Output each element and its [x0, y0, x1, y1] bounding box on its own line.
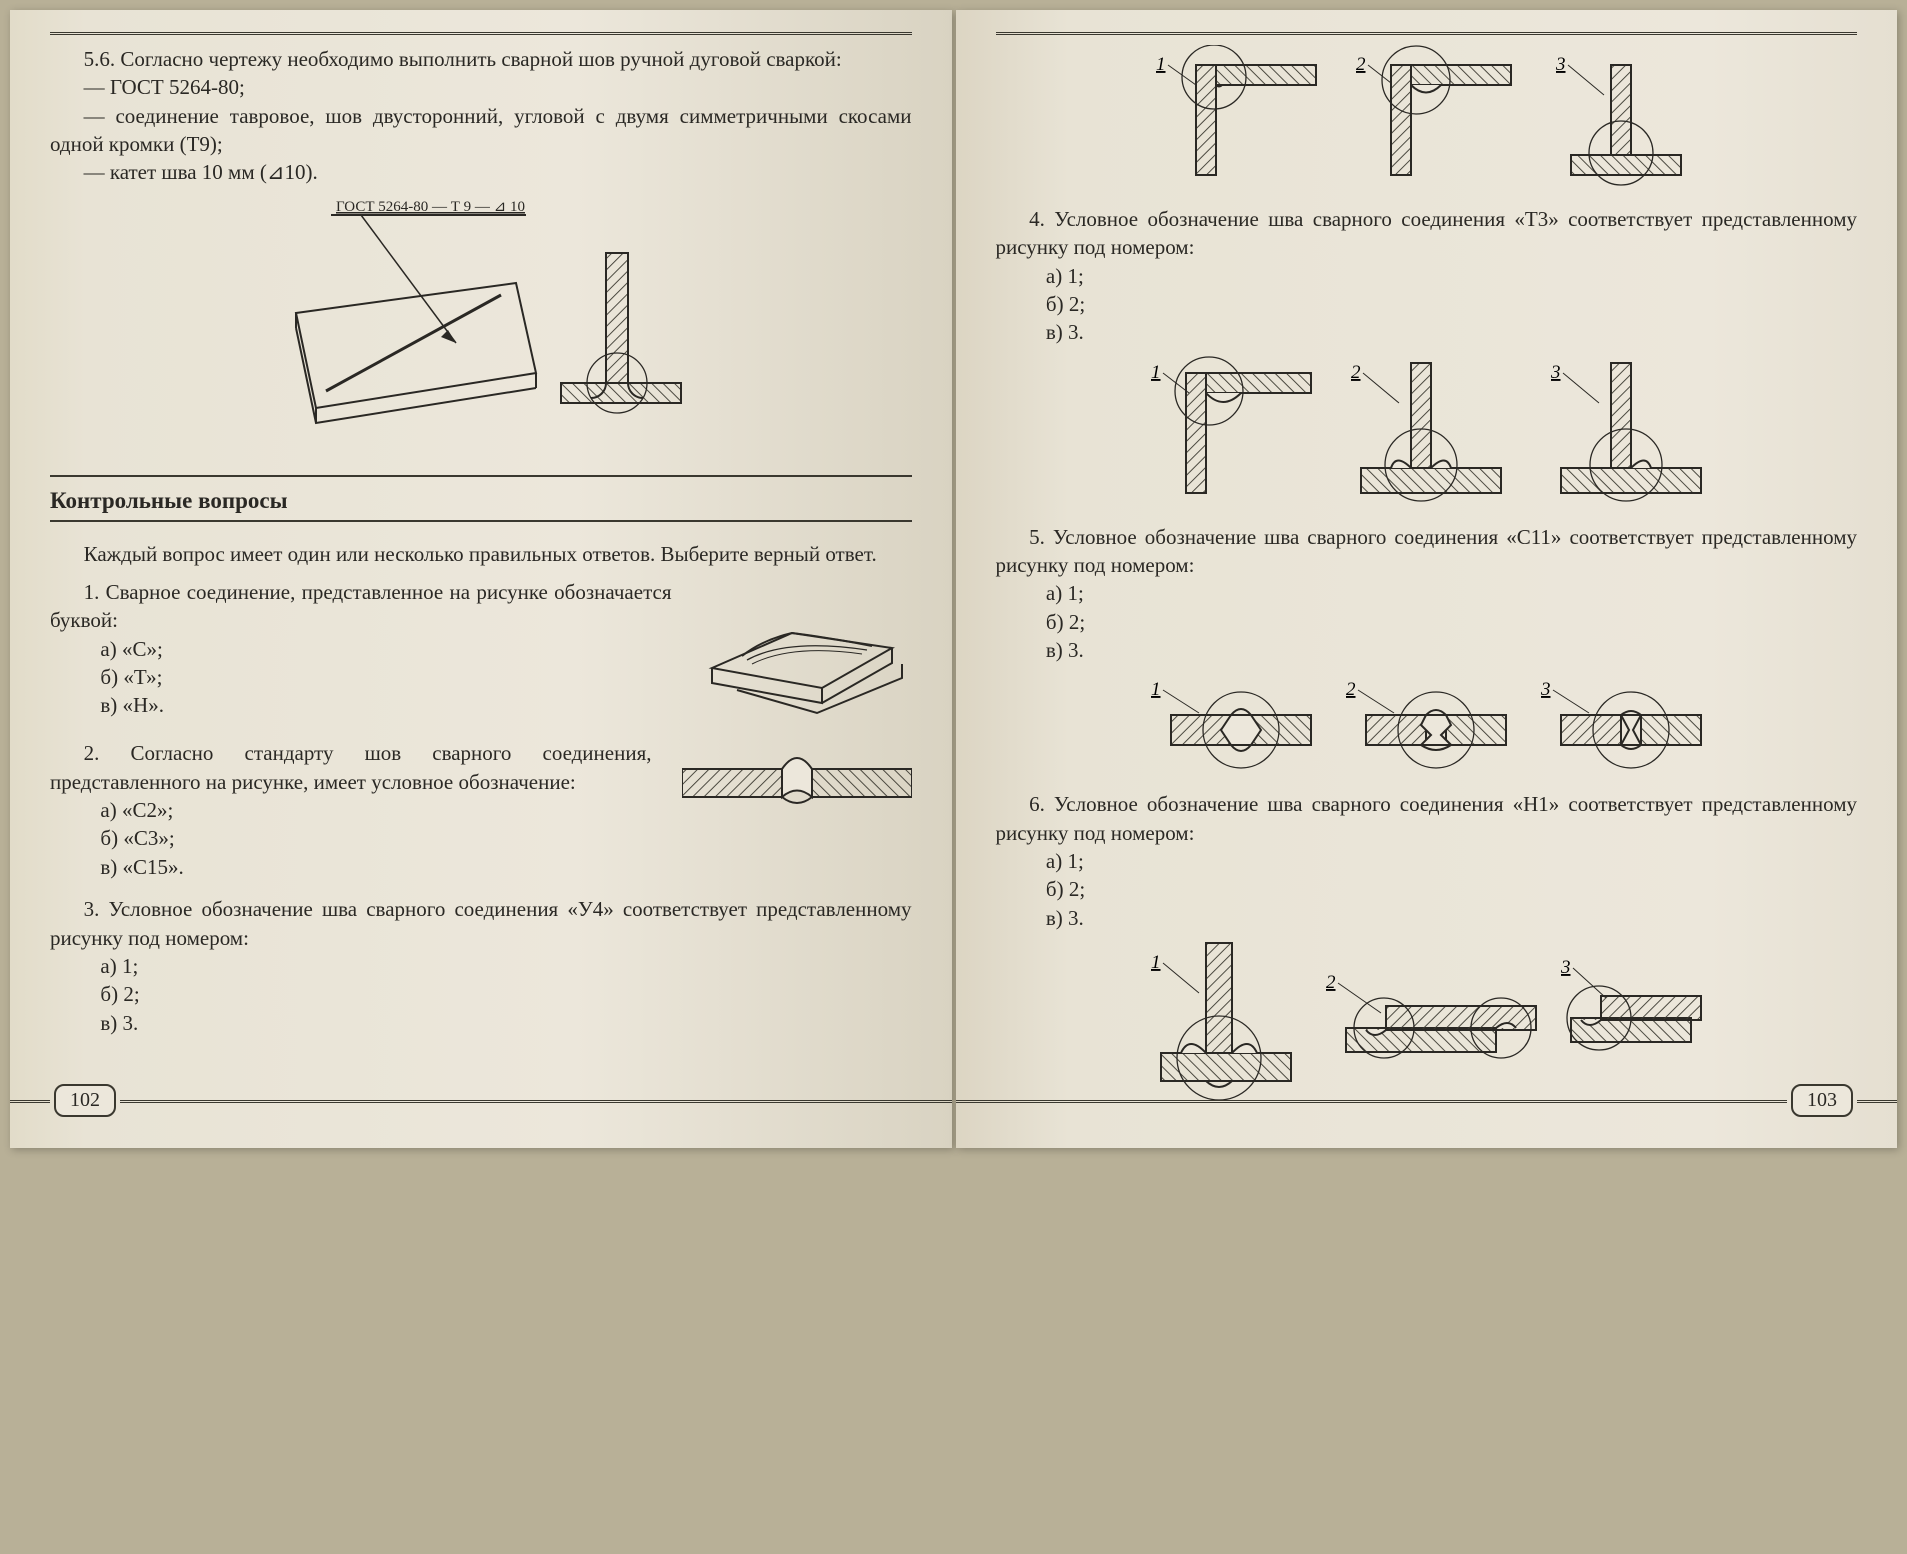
q1: 1. Сварное соединение, представленное на… — [50, 578, 672, 635]
svg-text:2: 2 — [1326, 972, 1336, 993]
svg-text:1: 1 — [1151, 362, 1161, 383]
q3-figures: 1 2 3 — [996, 45, 1858, 195]
weld-label: ГОСТ 5264-80 — Т 9 — ⊿ 10 — [336, 199, 525, 215]
q4-c: в) 3. — [1046, 318, 1857, 346]
q5-figures: 1 2 — [996, 670, 1858, 780]
svg-text:1: 1 — [1151, 679, 1161, 700]
q3: 3. Условное обозначение шва сварного сое… — [50, 895, 912, 952]
q5-b: б) 2; — [1046, 608, 1857, 636]
figure-56: ГОСТ 5264-80 — Т 9 — ⊿ 10 — [50, 193, 912, 453]
section-title: Контрольные вопросы — [50, 477, 912, 522]
q3-a: а) 1; — [100, 952, 911, 980]
q6-b: б) 2; — [1046, 875, 1857, 903]
q2-figure — [682, 739, 912, 826]
q6-a: а) 1; — [1046, 847, 1857, 875]
q2-b: б) «С3»; — [100, 824, 651, 852]
svg-text:3: 3 — [1560, 957, 1571, 978]
q6: 6. Условное обозначение шва сварного сое… — [996, 790, 1858, 847]
p56-line1: 5.6. Согласно чертежу необходимо выполни… — [50, 45, 912, 73]
q5-a: а) 1; — [1046, 579, 1857, 607]
top-rule-r — [996, 32, 1858, 35]
svg-text:1: 1 — [1151, 952, 1161, 973]
svg-text:3: 3 — [1540, 679, 1551, 700]
page-right: 1 2 3 — [956, 10, 1898, 1148]
p56-line4: — катет шва 10 мм (⊿10). — [50, 158, 912, 186]
q6-figures: 1 2 — [996, 938, 1858, 1108]
p56-line3: — соединение тавровое, шов двусторонний,… — [50, 102, 912, 159]
page-left: 5.6. Согласно чертежу необходимо выполни… — [10, 10, 952, 1148]
q1-figure — [702, 578, 912, 725]
svg-text:3: 3 — [1555, 54, 1566, 75]
q4: 4. Условное обозначение шва сварного сое… — [996, 205, 1858, 262]
q4-b: б) 2; — [1046, 290, 1857, 318]
q2-a: а) «С2»; — [100, 796, 651, 824]
top-rule — [50, 32, 912, 35]
svg-text:1: 1 — [1156, 54, 1166, 75]
q3-b: б) 2; — [100, 980, 911, 1008]
svg-text:2: 2 — [1351, 362, 1361, 383]
q4-a: а) 1; — [1046, 262, 1857, 290]
page-number-left: 102 — [54, 1084, 116, 1117]
q4-figures: 1 2 3 — [996, 353, 1858, 513]
page-number-right: 103 — [1791, 1084, 1853, 1117]
q5-c: в) 3. — [1046, 636, 1857, 664]
q3-c: в) 3. — [100, 1009, 911, 1037]
q5: 5. Условное обозначение шва сварного сое… — [996, 523, 1858, 580]
footer-left: 102 — [10, 1085, 952, 1118]
svg-text:2: 2 — [1346, 679, 1356, 700]
q2-c: в) «С15». — [100, 853, 651, 881]
q1-b: б) «Т»; — [100, 663, 671, 691]
p56-line2: — ГОСТ 5264-80; — [50, 73, 912, 101]
book-spread: 5.6. Согласно чертежу необходимо выполни… — [10, 10, 1897, 1148]
svg-text:2: 2 — [1356, 54, 1366, 75]
footer-right: 103 — [956, 1085, 1898, 1118]
q1-a: а) «С»; — [100, 635, 671, 663]
kv-intro: Каждый вопрос имеет один или несколько п… — [50, 540, 912, 568]
q1-c: в) «Н». — [100, 691, 671, 719]
q6-c: в) 3. — [1046, 904, 1857, 932]
q2: 2. Согласно стандарту шов сварного соеди… — [50, 739, 652, 796]
svg-text:3: 3 — [1550, 362, 1561, 383]
